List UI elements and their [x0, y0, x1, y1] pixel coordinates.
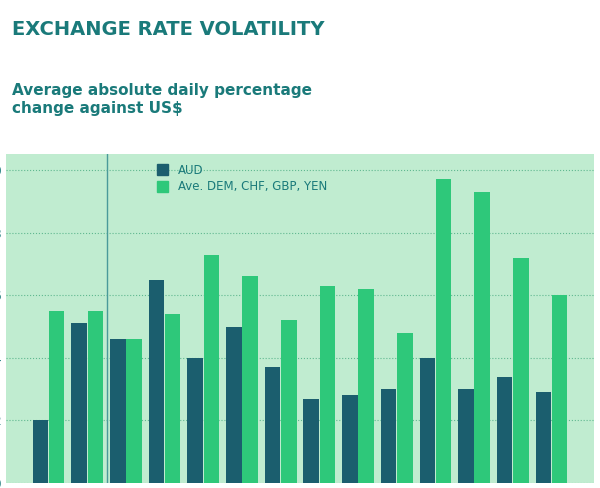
Text: EXCHANGE RATE VOLATILITY: EXCHANGE RATE VOLATILITY: [12, 20, 325, 39]
Bar: [397, 333, 413, 483]
Bar: [513, 258, 529, 483]
Bar: [281, 320, 296, 483]
Bar: [475, 192, 490, 483]
Bar: [497, 377, 512, 483]
Bar: [265, 367, 280, 483]
Bar: [320, 286, 335, 483]
Legend: AUD, Ave. DEM, CHF, GBP, YEN: AUD, Ave. DEM, CHF, GBP, YEN: [153, 160, 331, 197]
Bar: [358, 289, 374, 483]
Bar: [381, 389, 397, 483]
Bar: [33, 421, 48, 483]
Bar: [242, 276, 258, 483]
Bar: [88, 311, 103, 483]
Bar: [203, 255, 219, 483]
Bar: [436, 180, 451, 483]
Bar: [187, 358, 203, 483]
Bar: [552, 295, 567, 483]
Bar: [419, 358, 435, 483]
Bar: [226, 326, 242, 483]
Bar: [304, 399, 319, 483]
Bar: [458, 389, 473, 483]
Bar: [71, 324, 87, 483]
Bar: [49, 311, 64, 483]
Text: Average absolute daily percentage
change against US$: Average absolute daily percentage change…: [12, 82, 312, 116]
Bar: [342, 395, 358, 483]
Bar: [149, 280, 164, 483]
Bar: [165, 314, 181, 483]
Bar: [110, 339, 125, 483]
Bar: [536, 392, 551, 483]
Bar: [127, 339, 142, 483]
